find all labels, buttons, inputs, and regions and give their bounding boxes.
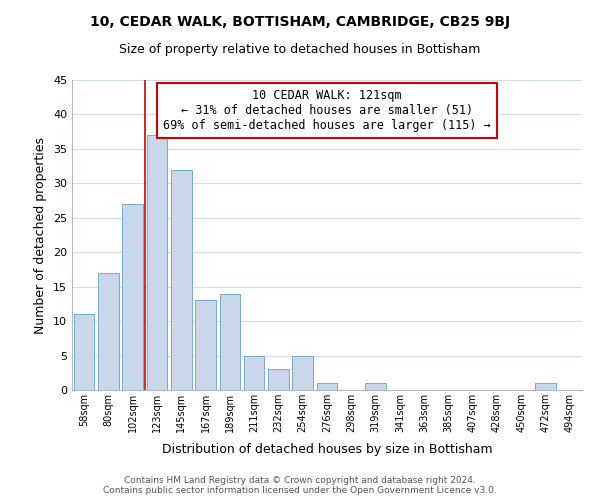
Bar [122,204,143,390]
Bar [146,135,167,390]
Text: 10, CEDAR WALK, BOTTISHAM, CAMBRIDGE, CB25 9BJ: 10, CEDAR WALK, BOTTISHAM, CAMBRIDGE, CB… [90,15,510,29]
Bar [74,314,94,390]
Bar [535,383,556,390]
Bar [98,273,119,390]
Y-axis label: Number of detached properties: Number of detached properties [34,136,47,334]
Bar [244,356,265,390]
Bar [220,294,240,390]
Text: Size of property relative to detached houses in Bottisham: Size of property relative to detached ho… [119,42,481,56]
X-axis label: Distribution of detached houses by size in Bottisham: Distribution of detached houses by size … [161,444,493,456]
Bar [171,170,191,390]
Text: 10 CEDAR WALK: 121sqm
← 31% of detached houses are smaller (51)
69% of semi-deta: 10 CEDAR WALK: 121sqm ← 31% of detached … [163,90,491,132]
Text: Contains HM Land Registry data © Crown copyright and database right 2024.
Contai: Contains HM Land Registry data © Crown c… [103,476,497,495]
Bar [365,383,386,390]
Bar [268,370,289,390]
Bar [292,356,313,390]
Bar [195,300,216,390]
Bar [317,383,337,390]
